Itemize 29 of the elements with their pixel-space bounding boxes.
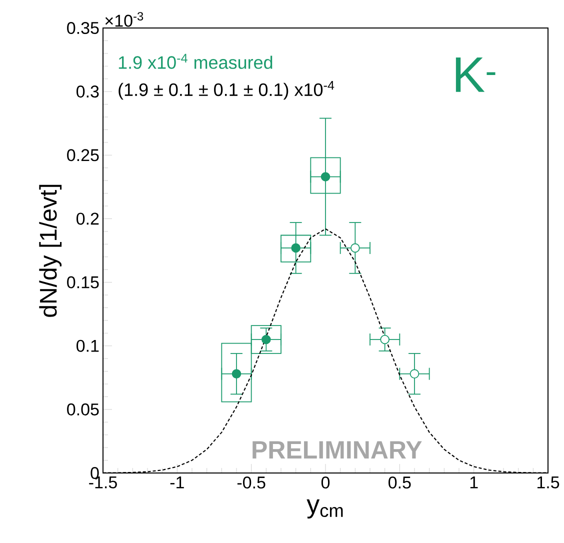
y-tick-label: 0.35 xyxy=(67,22,99,34)
y-tick-label: 0.3 xyxy=(76,86,99,98)
point xyxy=(410,369,420,378)
x-axis-title: y$_{cm}$ xyxy=(306,499,343,519)
annotation: PRELIMINARY xyxy=(252,441,422,458)
y-tick-label: 0.05 xyxy=(67,403,99,416)
point xyxy=(262,334,271,344)
annotation: 1.9 x10$^{-4}$ measured xyxy=(118,54,272,69)
y-tick-label: 0 xyxy=(90,466,99,480)
point xyxy=(291,243,300,253)
point xyxy=(320,172,330,182)
point xyxy=(350,243,360,253)
annotation: K$^{-}$ xyxy=(456,58,496,92)
y-tick-label: 0.25 xyxy=(67,149,99,162)
annotation: (1.9 ± 0.1 ± 0.1 ± 0.1) x10$^{-4}$ xyxy=(118,80,334,100)
point xyxy=(232,369,242,378)
text: ×10$^{-3}$ xyxy=(105,12,144,27)
y-tick-label: 0.2 xyxy=(76,212,99,225)
x-tick-label: 0 xyxy=(321,476,330,489)
y-tick-label: 0.15 xyxy=(67,276,99,288)
x-tick-label: 0.5 xyxy=(388,476,411,489)
x-tick-label: -1 xyxy=(170,476,184,488)
y-tick-label: 0.1 xyxy=(76,340,99,352)
x-tick-label: -1.5 xyxy=(89,476,117,488)
x-tick-label: -0.5 xyxy=(237,476,266,489)
x-tick-label: 1.5 xyxy=(537,476,560,488)
x-tick-label: 1 xyxy=(470,476,478,488)
y-axis-title: dN/dy [1/evt] xyxy=(39,184,62,317)
point xyxy=(380,334,390,344)
